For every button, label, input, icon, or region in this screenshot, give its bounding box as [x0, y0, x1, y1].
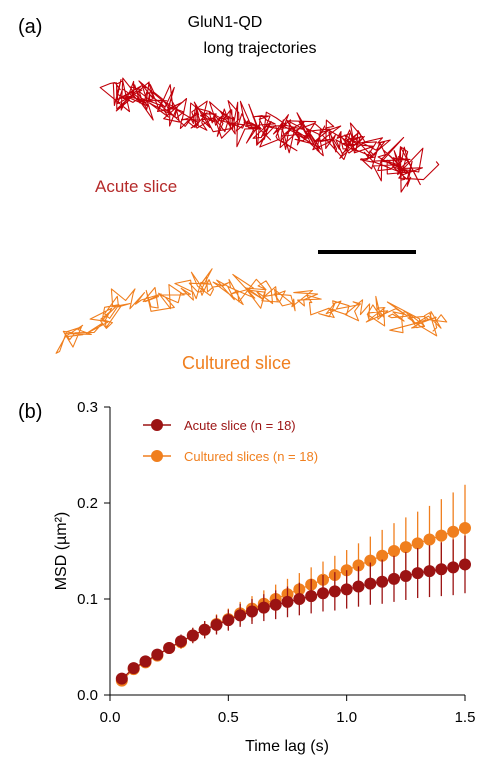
panel-a-title-line1: GluN1-QD [188, 14, 263, 31]
y-tick-label: 0.3 [77, 399, 98, 416]
data-point [459, 558, 471, 571]
data-point [269, 598, 282, 611]
legend: Acute slice (n = 18) Cultured slices (n … [143, 418, 318, 464]
data-point [151, 648, 164, 661]
data-point [175, 635, 187, 648]
data-point [198, 623, 211, 636]
data-point [340, 583, 353, 596]
y-axis-title: MSD (µm²) [53, 512, 70, 591]
data-point [411, 567, 424, 580]
x-tick-label: 0.5 [218, 709, 239, 726]
series [115, 535, 471, 685]
data-point [388, 572, 400, 585]
x-tick-label: 0.0 [100, 709, 121, 726]
series-line [121, 563, 466, 680]
data-point [352, 580, 365, 593]
data-point [222, 614, 235, 627]
x-tick-label: 1.5 [455, 709, 476, 726]
data-point [411, 537, 424, 550]
data-point [328, 585, 341, 598]
data-point [364, 554, 377, 567]
x-tick-label: 1.0 [336, 709, 357, 726]
y-tick-label: 0.2 [77, 495, 98, 512]
data-point [281, 595, 294, 608]
data-point [317, 587, 329, 600]
cultured-trajectory [55, 268, 448, 354]
trajectory-path [55, 268, 448, 354]
data-point [246, 605, 258, 618]
series-line [121, 527, 466, 682]
trajectory-path [99, 77, 440, 193]
data-point [423, 533, 436, 546]
data-point [399, 569, 412, 582]
cultured-slice-label: Cultured slice [182, 353, 291, 373]
data-point [447, 525, 460, 538]
data-point [423, 565, 436, 578]
legend-marker-cultured [151, 450, 163, 462]
data-point [127, 662, 140, 675]
y-tick-label: 0.0 [77, 687, 98, 704]
data-point [186, 629, 199, 642]
data-point [435, 529, 448, 542]
data-point [376, 575, 389, 588]
legend-marker-acute [151, 419, 163, 431]
panel-b-label: (b) [18, 401, 42, 423]
axis-ticks: 0.0 0.5 1.0 1.5 0.0 0.1 0.2 0.3 [77, 399, 475, 726]
data-point [459, 521, 471, 534]
data-point [352, 559, 365, 572]
data-point [388, 545, 400, 557]
acute-slice-label: Acute slice [95, 177, 177, 196]
data-point [305, 590, 318, 603]
msd-chart: 0.0 0.5 1.0 1.5 0.0 0.1 0.2 0.3 Acute slice (n … [53, 399, 475, 755]
data-point [115, 672, 128, 685]
data-point [163, 641, 176, 654]
data-point [435, 563, 448, 576]
data-point [376, 549, 389, 562]
data-point [210, 618, 223, 631]
y-tick-label: 0.1 [77, 591, 98, 608]
panel-a-label: (a) [18, 16, 42, 38]
data-point [447, 561, 460, 574]
x-axis-title: Time lag (s) [245, 738, 329, 755]
legend-label-acute: Acute slice (n = 18) [184, 418, 296, 433]
series-layer [115, 484, 471, 687]
data-point [257, 601, 270, 614]
legend-label-cultured: Cultured slices (n = 18) [184, 449, 318, 464]
data-point [399, 541, 412, 554]
data-point [234, 609, 247, 622]
data-point [364, 577, 377, 590]
data-point [293, 593, 306, 605]
data-point [139, 655, 152, 668]
acute-trajectory [99, 77, 440, 193]
panel-a-title-line2: long trajectories [204, 40, 317, 57]
